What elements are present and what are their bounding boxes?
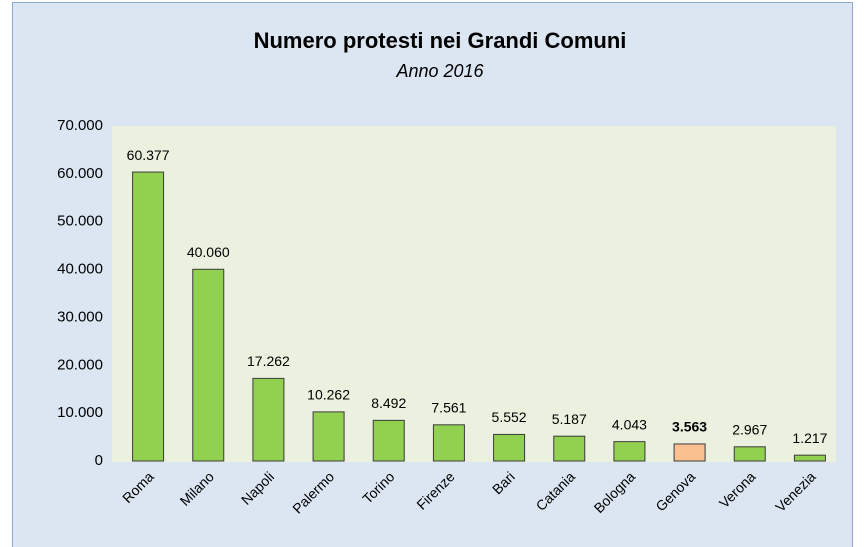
data-label: 40.060 <box>187 244 230 260</box>
data-label: 2.967 <box>732 422 767 438</box>
bar <box>733 446 766 462</box>
y-tick-label: 10.000 <box>57 404 103 421</box>
y-tick-label: 70.000 <box>57 117 103 134</box>
y-tick-label: 0 <box>95 452 103 469</box>
chart-title: Numero protesti nei Grandi Comuni <box>254 28 627 53</box>
bar <box>613 441 646 462</box>
data-label: 60.377 <box>127 147 170 163</box>
plot-area <box>112 126 836 462</box>
bar <box>312 411 345 462</box>
data-label: 8.492 <box>371 395 406 411</box>
chart-subtitle: Anno 2016 <box>395 61 484 81</box>
data-label: 5.187 <box>552 411 587 427</box>
y-tick-label: 50.000 <box>57 213 103 230</box>
y-tick-label: 60.000 <box>57 165 103 182</box>
y-tick-label: 40.000 <box>57 261 103 278</box>
bar <box>432 424 465 462</box>
y-tick-label: 30.000 <box>57 308 103 325</box>
data-label: 17.262 <box>247 353 290 369</box>
bar <box>553 435 586 462</box>
bar <box>493 433 526 462</box>
data-label: 10.262 <box>307 387 350 403</box>
data-label: 5.552 <box>492 409 527 425</box>
bar <box>132 171 165 462</box>
bar <box>252 377 285 462</box>
bar <box>372 419 405 462</box>
bar <box>192 268 225 462</box>
data-label: 4.043 <box>612 416 647 432</box>
data-label: 7.561 <box>431 400 466 416</box>
data-label: 1.217 <box>792 430 827 446</box>
y-tick-label: 20.000 <box>57 356 103 373</box>
bar <box>673 443 706 462</box>
bar <box>793 454 826 462</box>
data-label: 3.563 <box>672 419 707 435</box>
